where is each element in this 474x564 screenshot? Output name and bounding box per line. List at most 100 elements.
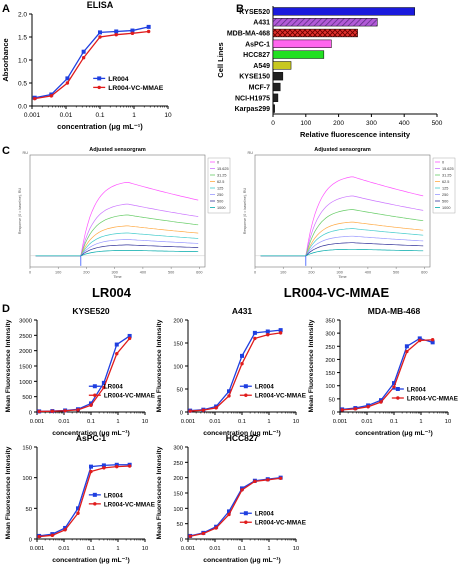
x-tick-label: 500 — [168, 271, 174, 275]
x-tick-label: 200 — [308, 271, 314, 275]
data-point-circle — [340, 408, 344, 412]
x-tick-label: 1 — [116, 419, 119, 425]
y-tick-label: 200 — [173, 476, 183, 482]
series-line-1 — [190, 332, 281, 412]
y-axis-label: Mean Fluorescence Intensity — [156, 446, 163, 539]
y-tick-label: 0.5 — [18, 81, 27, 88]
y-tick-label: 1.5 — [18, 35, 27, 42]
x-tick-label: 100 — [55, 271, 61, 275]
y-tick-label: 0 — [29, 538, 32, 544]
data-point-circle — [37, 534, 41, 539]
x-tick-label: 300 — [366, 120, 377, 127]
legend-marker — [97, 76, 102, 81]
category-label: AsPC-1 — [245, 41, 270, 48]
data-point-circle — [98, 35, 102, 39]
x-tick-label: 0.001 — [333, 419, 348, 425]
bar — [272, 104, 275, 113]
x-tick-label: 0.01 — [58, 419, 69, 425]
data-point-circle — [127, 464, 132, 468]
bar — [272, 28, 358, 38]
legend-marker — [97, 85, 101, 90]
y-tick-label: 500 — [22, 395, 32, 401]
y-tick-label: 1.0 — [18, 58, 27, 65]
legend-label: 125 — [442, 187, 448, 191]
x-tick-label: 600 — [196, 271, 202, 275]
x-tick-label: 10 — [293, 419, 299, 425]
legend-label: 15.625 — [442, 167, 454, 171]
y-tick-label: 150 — [173, 492, 183, 498]
data-point-square — [378, 398, 383, 403]
bar — [272, 39, 332, 48]
data-point-circle — [89, 469, 93, 474]
data-point-square — [226, 389, 231, 394]
legend-label: 0 — [442, 161, 444, 165]
x-tick-label: 10 — [293, 546, 299, 552]
x-tick-label: 1 — [267, 419, 270, 425]
y-tick-label: 50 — [177, 522, 183, 528]
x-tick-label: 10 — [445, 419, 451, 425]
x-tick-label: 10 — [142, 546, 148, 552]
data-point-square — [404, 344, 409, 349]
legend-label: LR004-VC-MMAE — [108, 85, 164, 92]
series-line-1 — [190, 477, 281, 537]
series-line-0 — [34, 26, 149, 99]
x-tick-label: 0.01 — [209, 419, 220, 425]
y-tick-label: 300 — [173, 446, 183, 452]
x-tick-label: 400 — [399, 120, 410, 127]
data-point-circle — [63, 409, 67, 413]
data-point-circle — [201, 531, 206, 536]
data-point-square — [252, 330, 257, 335]
x-tick-label: 0.1 — [238, 546, 246, 552]
legend-label: 0 — [217, 161, 219, 165]
y-tick-label: 150 — [22, 446, 32, 452]
data-point-circle — [102, 466, 106, 470]
x-tick-label: 400 — [365, 271, 371, 275]
x-tick-label: 0 — [271, 120, 275, 127]
x-axis-label: concentration (μg mL⁻¹) — [203, 557, 281, 564]
y-tick-label: 1500 — [19, 365, 32, 371]
legend-label: 62.5 — [442, 180, 449, 184]
x-axis-label: Time — [338, 275, 346, 279]
legend-label: LR004 — [108, 76, 129, 83]
chart-A: ELISA 0.001 0.01 0.1 1 10 0.0 0.5 1.0 1.5 2.0 conce… — [1, 0, 172, 131]
data-point-circle — [253, 479, 257, 484]
x-tick-label: 1 — [419, 419, 422, 425]
x-axis-label: concentration (μg mL⁻¹) — [52, 557, 130, 564]
data-point-circle — [114, 33, 118, 37]
chart-title: KYSE520 — [72, 306, 110, 316]
x-tick-label: 0.01 — [58, 546, 69, 552]
y-tick-label: 200 — [173, 319, 183, 325]
y-axis-label: Mean Fluorescence Intensity — [156, 319, 163, 412]
chart-title: A431 — [232, 306, 253, 316]
x-tick-label: 1 — [267, 546, 270, 552]
legend-label: LR004 — [255, 511, 274, 518]
chart-D1: KYSE520 0.001 0.01 0.1 1 10 0 500 1000 1500 2000 25… — [5, 306, 155, 437]
legend-marker — [244, 520, 248, 524]
category-label: NCI-H1975 — [235, 95, 270, 102]
data-point-square — [430, 340, 435, 345]
x-tick-label: 0.001 — [181, 546, 196, 552]
data-point-circle — [81, 56, 86, 60]
plot-area — [29, 154, 206, 268]
data-point-circle — [278, 331, 283, 335]
y-axis-label: Mean Fluorescence Intensity — [308, 319, 315, 412]
series-line-1 — [39, 465, 130, 538]
legend-label: LR004-VC-MMAE — [104, 501, 155, 508]
data-point-circle — [430, 338, 435, 342]
bar — [272, 18, 378, 27]
x-tick-label: 0.1 — [95, 112, 104, 119]
series-line-0 — [342, 337, 433, 411]
legend-label: 250 — [442, 193, 448, 197]
data-point-circle — [214, 526, 218, 530]
x-tick-label: 0.001 — [24, 112, 41, 119]
x-axis-label: Time — [113, 275, 121, 279]
y-tick-label: 150 — [173, 342, 183, 348]
data-point-circle — [127, 336, 132, 341]
data-point-circle — [50, 409, 55, 413]
data-point-circle — [49, 94, 54, 98]
bar — [272, 93, 279, 102]
x-tick-label: 0.01 — [361, 419, 372, 425]
data-point-circle — [227, 512, 231, 517]
bar — [272, 7, 415, 16]
data-point-square — [127, 333, 132, 338]
